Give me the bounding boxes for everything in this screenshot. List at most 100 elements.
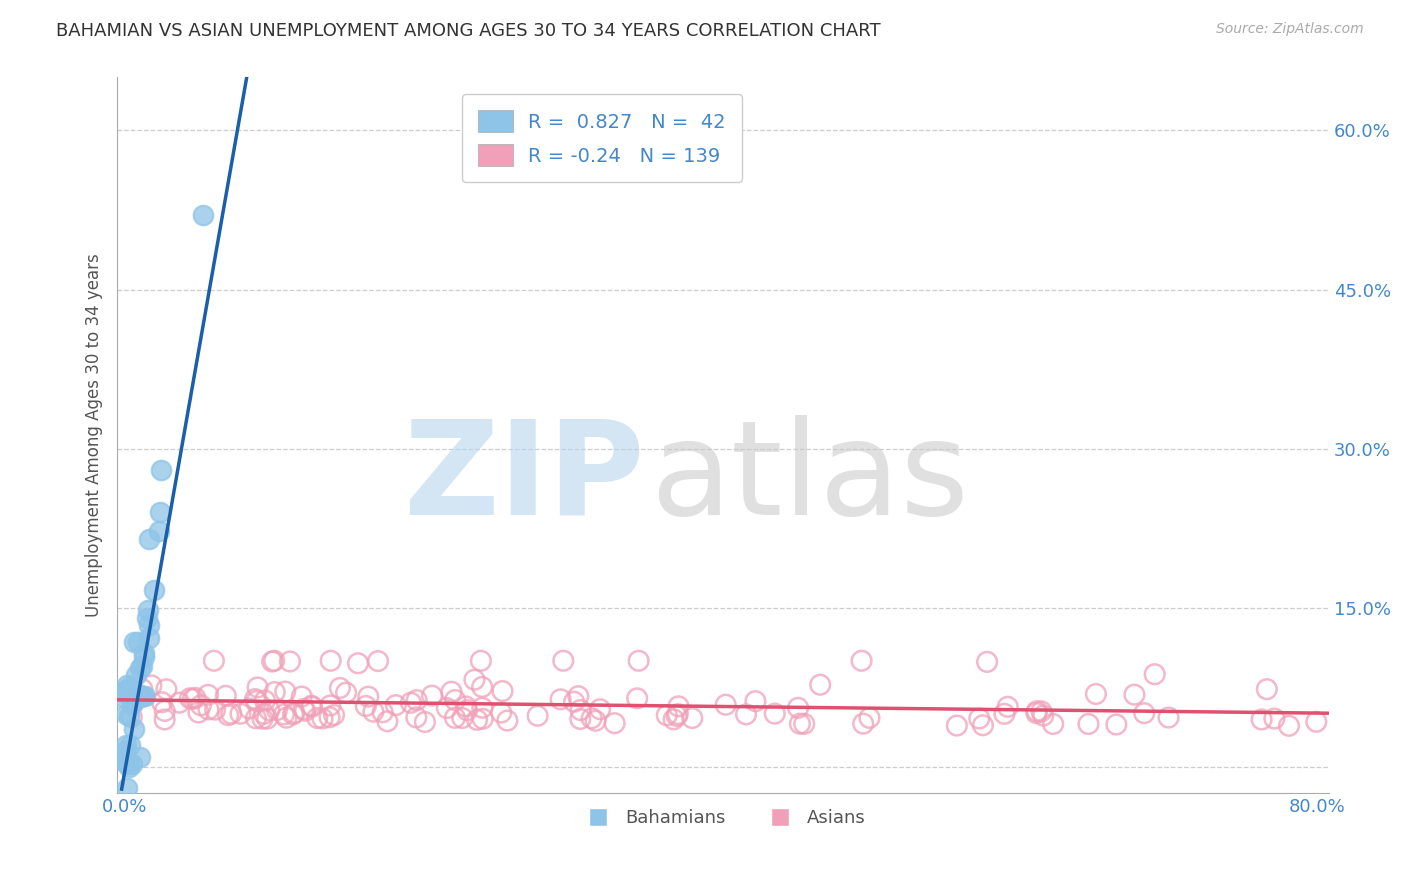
Point <box>138 532 160 546</box>
Text: Source: ZipAtlas.com: Source: ZipAtlas.com <box>1216 22 1364 37</box>
Point <box>681 711 703 725</box>
Point <box>454 699 477 714</box>
Point <box>243 692 266 706</box>
Point <box>444 693 467 707</box>
Point <box>307 711 329 725</box>
Point <box>118 709 141 723</box>
Point <box>138 631 160 645</box>
Point <box>405 693 427 707</box>
Point <box>184 690 207 705</box>
Point <box>997 699 1019 714</box>
Point <box>1105 717 1128 731</box>
Point <box>626 691 648 706</box>
Point <box>121 756 143 771</box>
Point <box>179 691 201 706</box>
Point <box>852 716 875 731</box>
Point <box>138 617 160 632</box>
Point <box>153 713 176 727</box>
Point <box>1025 706 1047 720</box>
Point <box>117 687 139 701</box>
Point <box>496 714 519 728</box>
Point <box>627 654 650 668</box>
Point <box>263 654 285 668</box>
Point <box>311 711 333 725</box>
Point <box>471 700 494 714</box>
Point <box>735 707 758 722</box>
Point <box>253 706 276 721</box>
Point <box>245 694 267 708</box>
Point <box>127 687 149 701</box>
Point <box>491 684 513 698</box>
Point <box>117 756 139 771</box>
Point <box>319 654 342 668</box>
Point <box>143 583 166 598</box>
Point <box>1250 713 1272 727</box>
Point <box>471 712 494 726</box>
Point <box>136 603 159 617</box>
Point <box>1025 704 1047 718</box>
Point <box>569 703 592 717</box>
Point <box>121 710 143 724</box>
Point <box>1256 682 1278 697</box>
Point <box>281 707 304 722</box>
Point <box>115 707 138 722</box>
Point <box>329 681 352 695</box>
Point <box>714 698 737 712</box>
Point <box>128 688 150 702</box>
Point <box>128 750 150 764</box>
Point <box>132 650 155 665</box>
Point <box>283 706 305 720</box>
Point <box>294 704 316 718</box>
Point <box>440 684 463 698</box>
Point <box>169 696 191 710</box>
Point <box>489 706 512 720</box>
Point <box>763 706 786 721</box>
Point <box>263 685 285 699</box>
Point <box>357 690 380 704</box>
Point <box>471 680 494 694</box>
Point <box>115 756 138 770</box>
Point <box>399 696 422 710</box>
Point <box>553 654 575 668</box>
Point <box>259 703 281 717</box>
Point <box>354 698 377 713</box>
Point <box>155 682 177 697</box>
Point <box>569 712 592 726</box>
Point <box>1042 717 1064 731</box>
Point <box>292 702 315 716</box>
Point <box>117 780 139 795</box>
Point <box>319 698 342 713</box>
Point <box>993 706 1015 721</box>
Point <box>465 713 488 727</box>
Point <box>217 708 239 723</box>
Point <box>1157 710 1180 724</box>
Point <box>122 722 145 736</box>
Point <box>245 711 267 725</box>
Point <box>215 689 238 703</box>
Text: BAHAMIAN VS ASIAN UNEMPLOYMENT AMONG AGES 30 TO 34 YEARS CORRELATION CHART: BAHAMIAN VS ASIAN UNEMPLOYMENT AMONG AGE… <box>56 22 882 40</box>
Point <box>149 463 172 477</box>
Point <box>191 208 214 222</box>
Point <box>665 709 688 723</box>
Point <box>115 738 138 752</box>
Point <box>526 708 548 723</box>
Point <box>134 646 156 660</box>
Point <box>371 706 394 720</box>
Point <box>436 701 458 715</box>
Point <box>323 708 346 723</box>
Point <box>141 678 163 692</box>
Point <box>1031 705 1053 719</box>
Point <box>114 691 136 706</box>
Point <box>967 712 990 726</box>
Point <box>377 714 399 729</box>
Point <box>115 678 138 692</box>
Point <box>114 686 136 700</box>
Point <box>662 712 685 726</box>
Point <box>363 705 385 719</box>
Point <box>581 711 603 725</box>
Point <box>385 698 408 712</box>
Point <box>149 505 172 519</box>
Point <box>187 706 209 720</box>
Point <box>946 718 969 732</box>
Point <box>181 691 204 706</box>
